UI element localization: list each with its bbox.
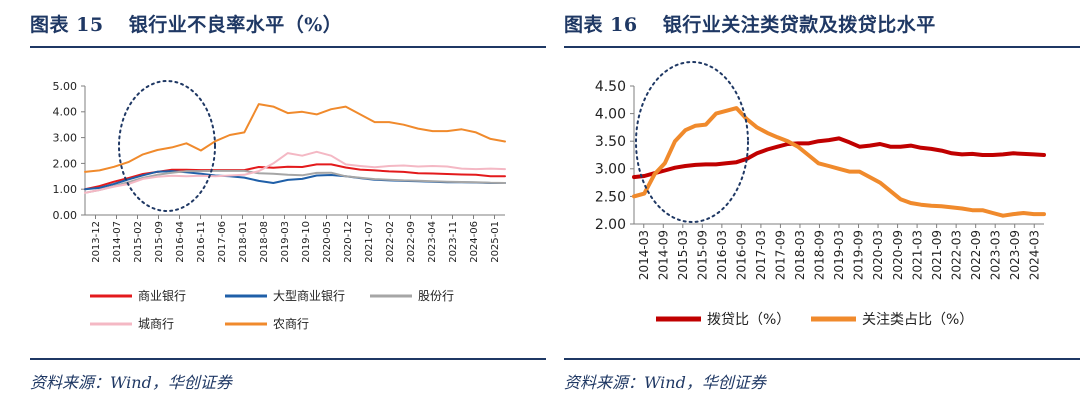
- figure-15-source: 资料来源：Wind，华创证券: [30, 373, 232, 392]
- y-tick-label: 3.00: [595, 162, 626, 178]
- highlight-ellipse: [118, 80, 216, 212]
- figure-15-panel: 图表 15 银行业不良率水平（%） 0.00 1.00 2.00 3.00 4.00 5.…: [30, 0, 546, 416]
- x-tick-label: 2018-03: [793, 230, 807, 280]
- x-tick-label: 2016-09: [735, 230, 749, 280]
- x-tick-label: 2020-05: [322, 221, 333, 263]
- y-tick-label: 3.00: [53, 131, 78, 144]
- x-tick-label: 2022-09: [969, 230, 983, 280]
- figure-16-title-text: 银行业关注类贷款及拨贷比水平: [662, 14, 936, 36]
- x-tick-label: 2021-09: [930, 230, 944, 280]
- legend-label: 大型商业银行: [273, 288, 345, 303]
- y-tick-label: 4.00: [595, 107, 626, 123]
- x-tick-label: 2015-02: [133, 221, 144, 263]
- y-tick-label: 2.00: [53, 157, 78, 170]
- y-tick-label: 3.50: [595, 134, 626, 150]
- x-tick-label: 2020-12: [343, 221, 354, 263]
- x-tick-label: 2015-09: [154, 221, 165, 263]
- x-tick-label: 2020-03: [871, 230, 885, 280]
- highlight-ellipse: [635, 61, 749, 223]
- figure-15-bottom-rule: [30, 358, 546, 360]
- x-tick-label: 2025-01: [490, 221, 501, 263]
- figure-16-prefix: 图表: [564, 14, 604, 36]
- x-tick-label: 2018-08: [259, 221, 270, 263]
- x-tick-label: 2020-09: [891, 230, 905, 280]
- x-tick-label: 2021-03: [910, 230, 924, 280]
- figure-15-title-text: 银行业不良率水平（%）: [128, 14, 343, 36]
- legend-label: 拨贷比（%）: [707, 312, 790, 328]
- legend-label: 农商行: [273, 316, 309, 331]
- npl-ratio-chart: 0.00 1.00 2.00 3.00 4.00 5.00 2013-12 2014-07 20…: [53, 80, 506, 331]
- legend-label: 城商行: [138, 316, 174, 331]
- figure-15-top-rule: [30, 46, 546, 48]
- x-tick-label: 2022-02: [385, 221, 396, 263]
- x-tick-label: 2019-03: [280, 221, 291, 263]
- x-tick-label: 2014-03: [637, 230, 651, 280]
- figure-15-number: 15: [76, 14, 104, 36]
- y-tick-label: 4.50: [595, 79, 626, 95]
- x-tick-label: 2015-09: [696, 230, 710, 280]
- series-line: [84, 103, 506, 173]
- x-tick-label: 2019-09: [852, 230, 866, 280]
- x-tick-label: 2022-03: [949, 230, 963, 280]
- x-tick-label: 2016-11: [196, 221, 207, 263]
- figure-16-top-rule: [564, 46, 1080, 48]
- x-tick-label: 2023-04: [427, 221, 438, 263]
- legend-label: 关注类占比（%）: [862, 312, 973, 328]
- figure-16-title: 图表 16 银行业关注类贷款及拨贷比水平: [564, 10, 936, 37]
- x-tick-label: 2024-06: [469, 221, 480, 263]
- x-tick-label: 2018-09: [813, 230, 827, 280]
- x-tick-label: 2014-09: [656, 230, 670, 280]
- provision-special-mention-chart: 2.00 2.50 3.00 3.50 4.00 4.50 2014-03 2014-09 20…: [595, 61, 1046, 328]
- y-tick-label: 2.50: [595, 189, 626, 205]
- x-tick-label: 2019-03: [832, 230, 846, 280]
- x-tick-label: 2016-04: [175, 221, 186, 263]
- x-tick-label: 2017-06: [217, 221, 228, 263]
- series-line: [632, 136, 1046, 180]
- y-tick-label: 4.00: [53, 106, 78, 119]
- figure-15-prefix: 图表: [30, 14, 70, 36]
- series-line: [84, 150, 506, 194]
- x-tick-label: 2018-01: [238, 221, 249, 263]
- x-tick-label: 2015-03: [676, 230, 690, 280]
- figure-16-number: 16: [610, 14, 638, 36]
- x-tick-label: 2023-09: [1008, 230, 1022, 280]
- x-tick-label: 2023-11: [448, 221, 459, 263]
- x-tick-label: 2017-09: [774, 230, 788, 280]
- figure-16-source: 资料来源：Wind，华创证券: [564, 373, 766, 392]
- figure-15-title: 图表 15 银行业不良率水平（%）: [30, 10, 342, 37]
- y-tick-label: 0.00: [53, 209, 78, 222]
- x-tick-label: 2014-07: [112, 221, 123, 263]
- figure-16-panel: 图表 16 银行业关注类贷款及拨贷比水平 2.00 2.50 3.00 3.50 4.0…: [564, 0, 1080, 416]
- x-tick-label: 2016-03: [715, 230, 729, 280]
- legend-label: 股份行: [418, 289, 454, 303]
- series-line: [84, 169, 506, 194]
- x-tick-label: 2017-03: [754, 230, 768, 280]
- y-tick-label: 2.00: [595, 217, 626, 233]
- x-tick-label: 2019-10: [301, 221, 312, 263]
- series-line: [632, 106, 1046, 218]
- x-tick-label: 2023-03: [988, 230, 1002, 280]
- y-tick-label: 1.00: [53, 183, 78, 196]
- y-tick-label: 5.00: [53, 80, 78, 93]
- x-tick-label: 2013-12: [91, 221, 102, 263]
- x-tick-label: 2021-07: [364, 221, 375, 263]
- x-tick-label: 2024-03: [1027, 230, 1041, 280]
- figure-16-bottom-rule: [564, 358, 1080, 360]
- legend-label: 商业银行: [138, 288, 186, 303]
- x-tick-label: 2022-09: [406, 221, 417, 263]
